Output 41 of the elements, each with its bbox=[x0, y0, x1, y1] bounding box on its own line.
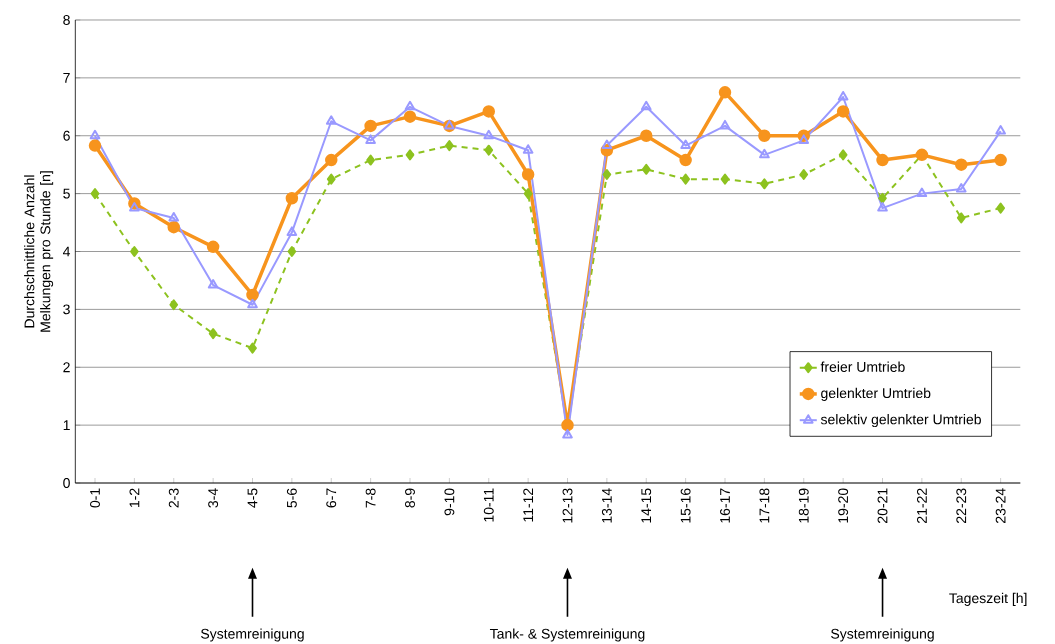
x-tick-label: 17-18 bbox=[759, 488, 770, 523]
x-tick-label: 10-11 bbox=[483, 488, 494, 522]
y-tick-label: 5 bbox=[63, 188, 70, 199]
text: Tank- & Systemreinigung bbox=[489, 628, 645, 642]
x-axis-title: Tageszeit [h] bbox=[949, 592, 1027, 606]
y-tick-label: 8 bbox=[63, 15, 70, 25]
x-tick-label: 15-16 bbox=[680, 488, 691, 523]
x-tick-label: 8-9 bbox=[405, 488, 415, 508]
x-tick-label: 11-12 bbox=[523, 488, 534, 522]
x-tick-label: 0-1 bbox=[90, 488, 100, 508]
x-tick-label: 1-2 bbox=[129, 488, 140, 508]
x-tick-label: 9-10 bbox=[444, 488, 455, 516]
x-tick-label: 16-17 bbox=[720, 488, 730, 523]
text: Systemreinigung bbox=[831, 628, 934, 642]
legend-label: freier Umtrieb bbox=[820, 361, 905, 372]
y-tick-label: 0 bbox=[63, 478, 70, 488]
x-tick-label: 7-8 bbox=[365, 488, 376, 508]
x-tick-label: 14-15 bbox=[641, 488, 652, 523]
y-tick-label: 4 bbox=[62, 246, 71, 257]
legend-label: selektiv gelenkter Umtrieb bbox=[820, 414, 981, 428]
x-tick-label: 19-20 bbox=[838, 488, 849, 523]
x-tick-label: 21-22 bbox=[916, 488, 927, 523]
y-tick-label: 2 bbox=[63, 362, 70, 373]
x-tick-label: 22-23 bbox=[956, 488, 967, 523]
y-axis-title: Durchschnittliche Anzahl Melkungen pro Stunde [n] bbox=[24, 171, 54, 332]
y-tick-label: 1 bbox=[63, 420, 70, 430]
x-tick-label: 20-21 bbox=[877, 488, 888, 523]
x-tick-label: 3-4 bbox=[208, 488, 219, 508]
x-tick-label: 12-13 bbox=[562, 488, 573, 523]
x-tick-label: 4-5 bbox=[247, 488, 258, 508]
x-tick-label: 23-24 bbox=[995, 488, 1006, 523]
y-tick-label: 6 bbox=[63, 130, 70, 141]
y-tick-label: 7 bbox=[63, 73, 70, 83]
x-tick-label: 6-7 bbox=[326, 488, 337, 508]
legend-label: gelenkter Umtrieb bbox=[821, 387, 931, 401]
x-tick-label: 13-14 bbox=[601, 488, 612, 523]
x-tick-label: 2-3 bbox=[168, 488, 179, 508]
x-tick-label: 18-19 bbox=[798, 488, 809, 523]
x-tick-label: 5-6 bbox=[286, 488, 297, 508]
text: Systemreinigung bbox=[201, 628, 304, 642]
y-tick-label: 3 bbox=[63, 304, 70, 315]
